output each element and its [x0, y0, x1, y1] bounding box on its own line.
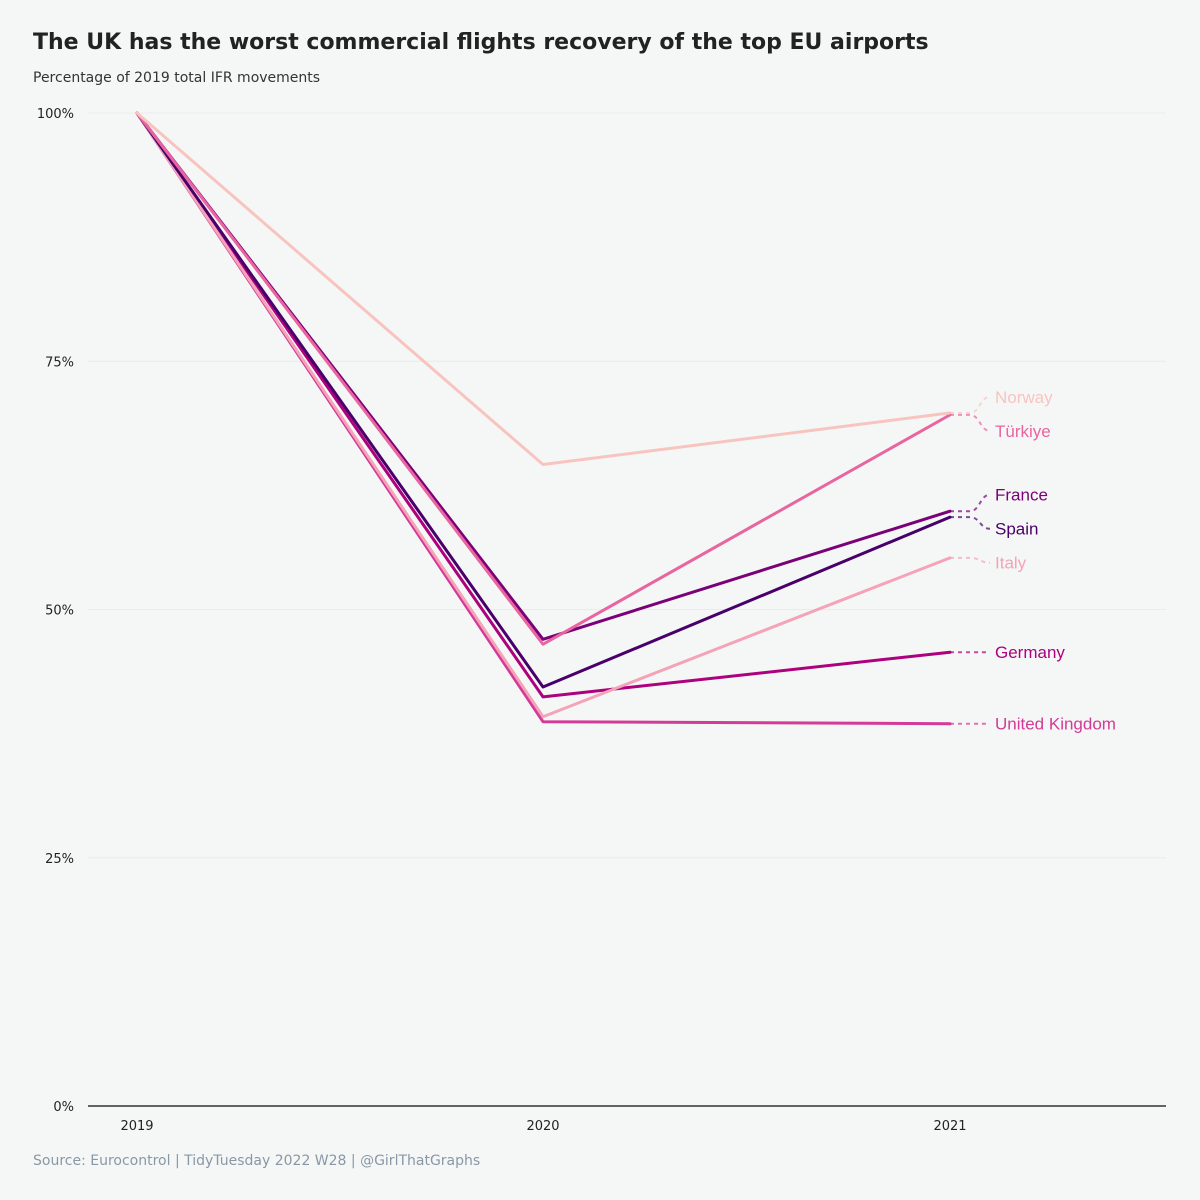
series-line	[135, 111, 952, 467]
x-tick-label: 2019	[120, 1119, 153, 1134]
series-line	[135, 111, 952, 726]
series-line	[135, 111, 952, 646]
series-line	[135, 111, 952, 699]
series-lines	[135, 111, 952, 726]
series-line	[135, 111, 952, 641]
series-label: Italy	[995, 554, 1027, 573]
series-label: Türkiye	[995, 422, 1051, 441]
y-tick-label: 100%	[37, 107, 74, 122]
series-label: Spain	[995, 520, 1038, 539]
label-leader-lines	[950, 395, 991, 725]
y-axis-ticks: 0% 25% 50% 75% 100%	[37, 107, 74, 1115]
gridlines	[88, 112, 1166, 859]
label-leader	[950, 395, 991, 414]
label-leader	[950, 516, 991, 530]
label-leader	[950, 493, 991, 513]
x-tick-label: 2021	[933, 1119, 966, 1134]
y-tick-label: 75%	[45, 355, 74, 370]
x-tick-label: 2020	[526, 1119, 559, 1134]
y-tick-label: 25%	[45, 852, 74, 867]
chart-title: The UK has the worst commercial flights …	[33, 30, 929, 55]
series-label: France	[995, 486, 1048, 505]
series-labels: Norway Türkiye France Spain Italy Germany Unit…	[995, 388, 1116, 734]
label-leader	[950, 413, 991, 432]
series-line	[135, 111, 952, 719]
y-tick-label: 50%	[45, 604, 74, 619]
series-label: United Kingdom	[995, 715, 1116, 734]
y-tick-label: 0%	[53, 1100, 74, 1115]
series-line	[135, 111, 952, 689]
series-label: Germany	[995, 643, 1065, 662]
source-caption: Source: Eurocontrol | TidyTuesday 2022 W…	[33, 1153, 481, 1169]
x-axis-ticks: 2019 2020 2021	[120, 1119, 966, 1134]
label-leader	[950, 556, 991, 564]
chart-subtitle: Percentage of 2019 total IFR movements	[33, 70, 321, 86]
series-label: Norway	[995, 388, 1053, 407]
